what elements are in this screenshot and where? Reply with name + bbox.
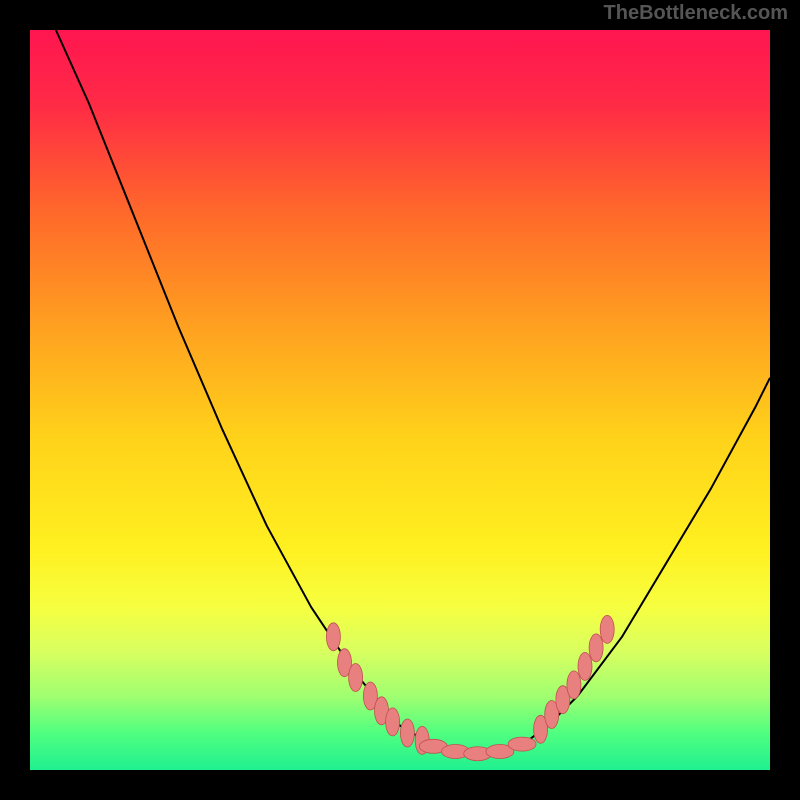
data-marker [326, 623, 340, 651]
data-marker [567, 671, 581, 699]
plot-background-gradient [30, 30, 770, 770]
data-marker [508, 737, 536, 751]
data-marker [349, 664, 363, 692]
data-marker [578, 652, 592, 680]
data-marker [386, 708, 400, 736]
data-marker [589, 634, 603, 662]
data-marker [400, 719, 414, 747]
watermark-text: TheBottleneck.com [604, 2, 788, 25]
data-marker [600, 615, 614, 643]
bottleneck-curve-chart [0, 0, 800, 800]
chart-container: TheBottleneck.com [0, 0, 800, 800]
